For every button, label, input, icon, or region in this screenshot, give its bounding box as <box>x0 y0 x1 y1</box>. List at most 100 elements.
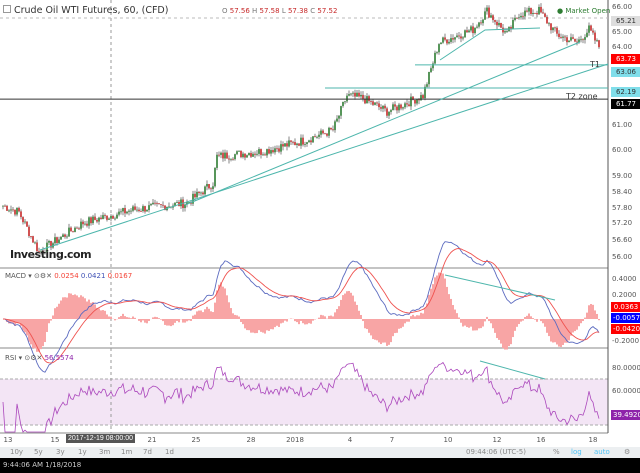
range-3m[interactable]: 3m <box>99 448 111 456</box>
price-tick: 64.00 <box>612 43 633 51</box>
macd-histogram-bar <box>482 319 484 327</box>
macd-histogram-bar <box>456 313 458 319</box>
macd-histogram-bar <box>260 319 262 332</box>
collapse-icon[interactable] <box>3 5 11 13</box>
macd-legend[interactable]: MACD ▾ ⊙⚙✕ 0.0254 0.0421 0.0167 <box>5 272 133 280</box>
macd-histogram-bar <box>332 316 334 319</box>
macd-histogram-bar <box>366 319 368 330</box>
range-1m[interactable]: 1m <box>121 448 133 456</box>
candle <box>418 99 420 101</box>
macd-histogram-bar <box>108 316 110 319</box>
candle <box>506 31 508 32</box>
macd-histogram-bar <box>460 319 462 323</box>
macd-histogram-bar <box>146 319 148 324</box>
ohlc-readout: O 57.56 H 57.58 L 57.38 C 57.52 <box>222 7 338 15</box>
macd-histogram-bar <box>144 319 146 323</box>
macd-histogram-bar <box>498 319 500 340</box>
macd-histogram-bar <box>78 297 80 319</box>
candle <box>284 143 286 147</box>
candle <box>480 22 482 24</box>
candle <box>524 10 526 17</box>
chart-title[interactable]: Crude Oil WTI Futures, 60, (CFD) <box>3 5 168 16</box>
candle <box>228 158 230 160</box>
range-10y[interactable]: 10y <box>10 448 24 456</box>
tag-t2: 62.19 <box>611 87 640 97</box>
candle <box>50 241 52 248</box>
candle <box>168 206 170 208</box>
macd-histogram-bar <box>392 319 394 337</box>
macd-histogram-bar <box>220 282 222 319</box>
macd-histogram-bar <box>252 319 254 333</box>
macd-histogram-bar <box>522 319 524 321</box>
candle <box>180 199 182 207</box>
macd-histogram-bar <box>188 319 190 321</box>
candle <box>566 37 568 43</box>
candle <box>94 216 96 220</box>
candle <box>332 129 334 131</box>
macd-histogram-bar <box>340 299 342 319</box>
candle <box>428 71 430 85</box>
macd-histogram-bar <box>122 313 124 319</box>
macd-histogram-bar <box>20 319 22 327</box>
macd-histogram-bar <box>90 302 92 319</box>
macd-histogram-bar <box>450 298 452 319</box>
candle <box>136 209 138 211</box>
time-tick: 16 <box>536 436 546 444</box>
candle <box>112 215 114 219</box>
candle <box>358 92 360 97</box>
range-3y[interactable]: 3y <box>56 448 65 456</box>
macd-histogram-bar <box>192 315 194 319</box>
macd-histogram-bar <box>394 319 396 334</box>
macd-histogram-bar <box>320 314 322 319</box>
macd-histogram-bar <box>204 309 206 319</box>
range-1y[interactable]: 1y <box>78 448 87 456</box>
macd-histogram-bar <box>30 319 32 345</box>
macd-histogram-bar <box>272 319 274 330</box>
macd-histogram-bar <box>354 301 356 319</box>
candle <box>6 205 8 211</box>
macd-histogram-bar <box>168 319 170 326</box>
macd-histogram-bar <box>454 309 456 319</box>
macd-histogram-bar <box>566 319 568 343</box>
auto-toggle[interactable]: auto <box>594 448 610 456</box>
percent-toggle[interactable]: % <box>553 448 560 456</box>
range-7d[interactable]: 7d <box>143 448 152 456</box>
candle <box>116 214 118 219</box>
macd-histogram-bar <box>330 315 332 319</box>
candle <box>542 12 544 14</box>
macd-histogram-bar <box>244 319 246 329</box>
candle <box>74 227 76 232</box>
range-5y[interactable]: 5y <box>34 448 43 456</box>
candle <box>576 41 578 43</box>
macd-histogram-bar <box>246 319 248 331</box>
time-tick: 15 <box>50 436 60 444</box>
macd-histogram-bar <box>56 306 58 319</box>
candle <box>388 111 390 116</box>
candle <box>42 250 44 253</box>
candle <box>18 207 20 212</box>
candle <box>158 203 160 205</box>
candle <box>346 95 348 102</box>
log-toggle[interactable]: log <box>571 448 582 456</box>
macd-histogram-bar <box>304 319 306 325</box>
range-1d[interactable]: 1d <box>165 448 174 456</box>
candle <box>326 133 328 136</box>
macd-histogram-bar <box>584 317 586 319</box>
rsi-legend[interactable]: RSI ▾ ⊙⚙✕ 56.5574 <box>5 354 74 362</box>
candle <box>98 217 100 222</box>
candle <box>400 104 402 109</box>
price-tick: 60.00 <box>612 146 633 154</box>
chart-canvas[interactable] <box>0 0 640 447</box>
settings-gear-icon[interactable]: ⚙ <box>624 448 631 456</box>
macd-histogram-bar <box>226 295 228 319</box>
macd-histogram-bar <box>208 308 210 319</box>
candle <box>386 108 388 116</box>
macd-histogram-bar <box>512 319 514 338</box>
candle <box>402 107 404 109</box>
candle <box>534 13 536 14</box>
macd-histogram-bar <box>200 310 202 319</box>
candle <box>104 215 106 216</box>
macd-histogram-bar <box>374 319 376 340</box>
time-tick: 13 <box>3 436 13 444</box>
macd-histogram-bar <box>302 319 304 324</box>
